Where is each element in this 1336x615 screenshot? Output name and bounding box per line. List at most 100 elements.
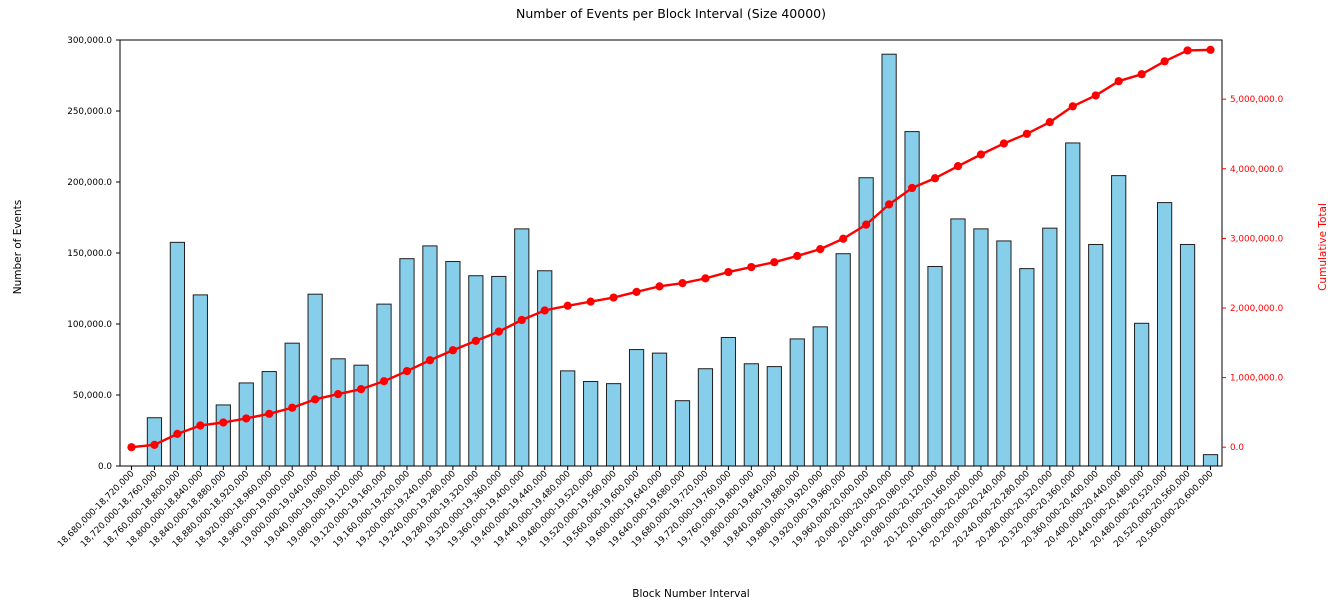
cumulative-point bbox=[862, 220, 871, 229]
left-tick-label: 100,000.0 bbox=[67, 320, 112, 330]
cumulative-point bbox=[219, 418, 228, 427]
left-tick-label: 300,000.0 bbox=[67, 36, 112, 46]
cumulative-point bbox=[517, 315, 526, 325]
cumulative-point bbox=[1091, 91, 1100, 100]
cumulative-point bbox=[150, 440, 159, 449]
cumulative-point bbox=[793, 251, 802, 261]
cumulative-point bbox=[494, 327, 503, 336]
bar bbox=[1065, 142, 1081, 467]
bar bbox=[973, 228, 989, 467]
bar bbox=[445, 261, 461, 467]
bar bbox=[1042, 227, 1058, 467]
y-axis-label-left: Number of Events bbox=[12, 199, 24, 295]
cumulative-point bbox=[770, 258, 779, 267]
left-tick-label: 200,000.0 bbox=[67, 178, 112, 188]
cumulative-point bbox=[1114, 77, 1123, 86]
bar bbox=[674, 400, 691, 467]
left-tick-label: 50,000.0 bbox=[73, 391, 113, 401]
bar bbox=[1202, 454, 1219, 467]
right-tick-label: 2,000,000.0 bbox=[1230, 304, 1284, 314]
bar bbox=[560, 370, 576, 467]
left-tick-label: 250,000.0 bbox=[67, 107, 112, 117]
y-axis-label-right: Cumulative Total bbox=[1317, 203, 1329, 291]
bar bbox=[881, 53, 897, 467]
bar bbox=[261, 371, 277, 467]
bar bbox=[537, 270, 553, 467]
cumulative-point bbox=[632, 287, 641, 296]
bar bbox=[996, 240, 1012, 467]
bar bbox=[766, 366, 782, 467]
cumulative-point bbox=[196, 421, 205, 430]
bar bbox=[651, 352, 668, 467]
bar bbox=[491, 275, 507, 467]
bar bbox=[468, 275, 484, 467]
bar bbox=[812, 326, 828, 467]
cumulative-point bbox=[563, 301, 572, 310]
bar bbox=[215, 404, 231, 467]
cumulative-point bbox=[448, 346, 457, 355]
cumulative-point bbox=[1160, 57, 1169, 66]
cumulative-point bbox=[1206, 45, 1215, 54]
right-tick-label: 1,000,000.0 bbox=[1230, 374, 1284, 384]
cumulative-point bbox=[540, 306, 549, 315]
right-tick-label: 5,000,000.0 bbox=[1230, 95, 1284, 105]
cumulative-point bbox=[425, 356, 435, 365]
cumulative-point bbox=[173, 429, 182, 438]
bar bbox=[192, 294, 208, 467]
bar bbox=[697, 368, 714, 467]
cumulative-point bbox=[471, 336, 480, 346]
cumulative-point bbox=[999, 139, 1009, 148]
cumulative-point bbox=[127, 443, 136, 452]
bar bbox=[514, 228, 530, 467]
bar bbox=[927, 265, 943, 467]
cumulative-point bbox=[311, 395, 320, 404]
cumulative-point bbox=[655, 282, 664, 291]
right-tick-label: 3,000,000.0 bbox=[1230, 234, 1284, 244]
bar bbox=[628, 349, 645, 467]
bar bbox=[1019, 268, 1035, 467]
bar bbox=[789, 338, 805, 467]
cumulative-point bbox=[724, 267, 733, 277]
left-tick-label: 0.0 bbox=[98, 462, 112, 472]
cumulative-point bbox=[265, 409, 274, 418]
cumulative-point bbox=[839, 234, 848, 243]
bar bbox=[835, 253, 851, 467]
bar bbox=[743, 363, 759, 467]
cumulative-point bbox=[242, 414, 251, 423]
bar bbox=[583, 381, 599, 467]
bar bbox=[353, 364, 369, 467]
cumulative-point bbox=[930, 174, 940, 183]
cumulative-point bbox=[288, 403, 297, 412]
cumulative-point bbox=[976, 150, 986, 159]
cumulative-point bbox=[609, 293, 618, 302]
bar bbox=[1088, 243, 1104, 467]
bar bbox=[904, 131, 920, 467]
cumulative-point bbox=[1022, 129, 1031, 138]
left-tick-label: 150,000.0 bbox=[67, 249, 112, 259]
x-axis-label: Block Number Interval bbox=[632, 588, 750, 600]
cumulative-point bbox=[1137, 70, 1146, 79]
bar bbox=[422, 245, 438, 467]
bar bbox=[399, 258, 415, 467]
chart-title: Number of Events per Block Interval (Siz… bbox=[515, 6, 827, 21]
cumulative-point bbox=[334, 390, 343, 399]
cumulative-point bbox=[701, 274, 710, 283]
cumulative-point bbox=[1045, 118, 1054, 127]
cumulative-point bbox=[885, 200, 894, 209]
bar bbox=[238, 382, 254, 467]
right-tick-label: 4,000,000.0 bbox=[1230, 165, 1284, 175]
bar bbox=[1111, 175, 1127, 467]
bar bbox=[720, 336, 737, 467]
bar bbox=[605, 383, 622, 467]
bar bbox=[330, 358, 346, 467]
right-tick-label: 0.0 bbox=[1230, 443, 1244, 453]
cumulative-point bbox=[379, 377, 389, 386]
bar bbox=[1179, 243, 1196, 467]
cumulative-point bbox=[678, 279, 687, 288]
cumulative-point bbox=[586, 297, 595, 306]
cumulative-point bbox=[402, 366, 412, 376]
cumulative-point bbox=[1183, 46, 1192, 55]
cumulative-point bbox=[747, 262, 756, 272]
